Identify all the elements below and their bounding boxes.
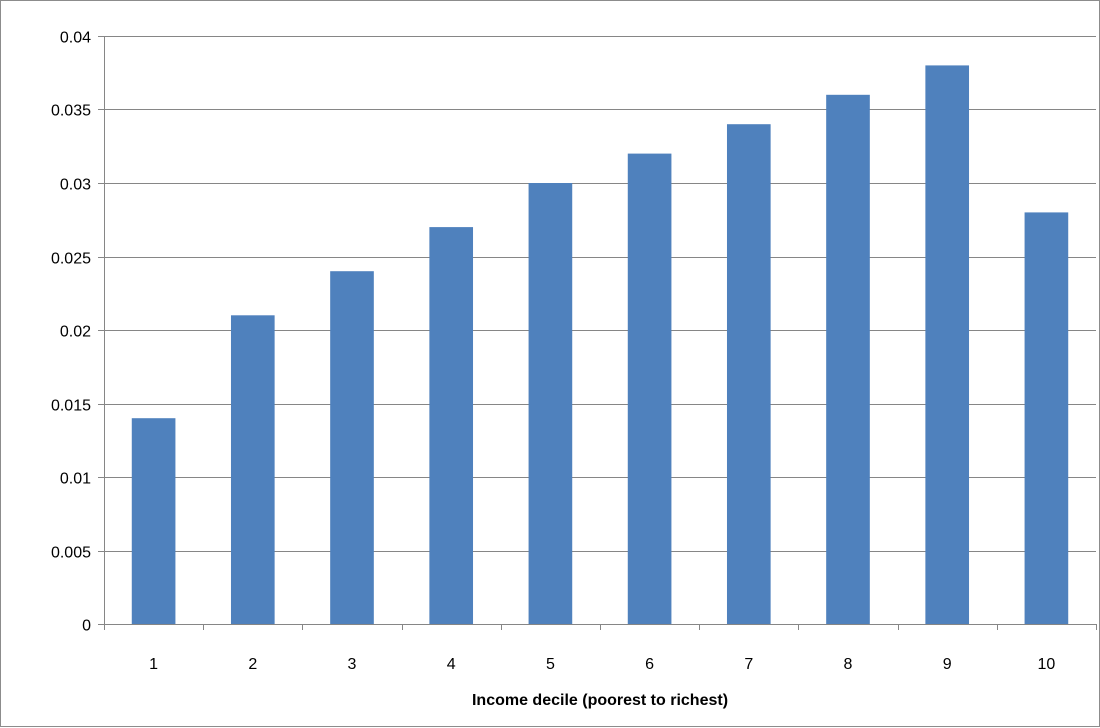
y-tick-label: 0.02: [60, 324, 91, 341]
axes: [98, 36, 1097, 630]
bar-decile-5: [528, 183, 573, 624]
bars: [131, 65, 1069, 625]
y-tick-label: 0.035: [51, 103, 91, 120]
bar-decile-10: [1024, 212, 1069, 624]
bar-decile-9: [925, 65, 970, 624]
x-tick-label: 7: [744, 656, 753, 673]
x-tick-label: 8: [844, 656, 853, 673]
bar-decile-2: [230, 315, 275, 624]
y-tick-label: 0.015: [51, 398, 91, 415]
x-tick-label: 5: [546, 656, 555, 673]
x-tick-label: 1: [149, 656, 158, 673]
bar-decile-7: [726, 124, 771, 624]
x-tick-label: 6: [645, 656, 654, 673]
x-tick-label: 2: [248, 656, 257, 673]
bar-decile-1: [131, 418, 176, 624]
y-tick-label: 0.025: [51, 251, 91, 268]
x-tick-label: 10: [1038, 656, 1056, 673]
x-tick-label: 4: [447, 656, 456, 673]
y-tick-label: 0.04: [60, 30, 91, 47]
bar-decile-3: [330, 271, 374, 624]
x-tick-label: 9: [943, 656, 952, 673]
x-tick-label: 3: [348, 656, 357, 673]
y-tick-labels: 0 0.005 0.01 0.015 0.02 0.025 0.03 0.035 0.04: [51, 30, 91, 635]
bar-decile-8: [826, 94, 870, 625]
y-tick-label: 0.01: [60, 471, 91, 488]
y-tick-label: 0: [82, 618, 91, 635]
y-tick-label: 0.03: [60, 177, 91, 194]
x-tick-labels: 1 2 3 4 5 6 7 8 9 10: [149, 656, 1055, 673]
y-tick-label: 0.005: [51, 545, 91, 562]
x-axis-title: Income decile (poorest to richest): [472, 692, 728, 709]
bar-decile-6: [627, 153, 672, 624]
bar-decile-4: [429, 227, 474, 624]
